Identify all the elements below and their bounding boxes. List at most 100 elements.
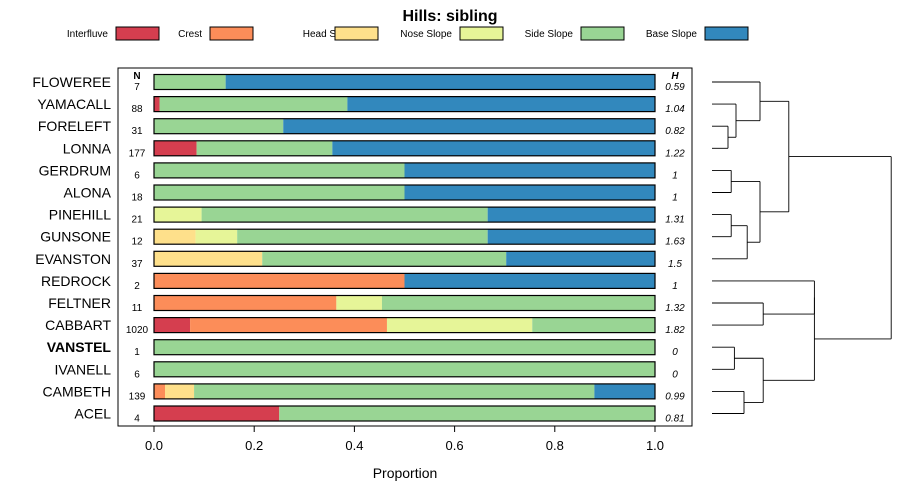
legend-label: Nose Slope — [400, 29, 452, 40]
row-label: FORELEFT — [38, 118, 112, 134]
bar-segment — [165, 383, 195, 399]
row-n-value: 1 — [134, 347, 140, 358]
bar-outline — [153, 73, 656, 91]
legend-swatch — [115, 26, 160, 41]
row-h-value: 1.63 — [665, 237, 685, 248]
bar-row: ALONA 18 1 — [64, 184, 678, 204]
legend-swatch — [704, 26, 749, 41]
legend-label: Base Slope — [646, 29, 698, 40]
bar-outline — [153, 118, 656, 135]
row-n-value: 37 — [131, 259, 143, 270]
row-label: YAMACALL — [37, 96, 111, 112]
bar-segment — [194, 383, 595, 399]
bar-outline — [153, 140, 656, 157]
row-h-value: 0.59 — [665, 82, 685, 93]
row-h-value: 1.31 — [665, 215, 684, 226]
bar-outline — [153, 317, 656, 334]
bar-segment — [347, 96, 655, 112]
h-column-header: H — [671, 71, 679, 82]
bar-segment — [154, 295, 337, 311]
x-axis-label: Proportion — [373, 465, 438, 481]
x-tick-label: 0.4 — [345, 438, 363, 453]
row-n-value: 88 — [131, 104, 143, 115]
row-h-value: 1.04 — [665, 104, 685, 115]
bar-segment — [487, 207, 655, 223]
legend-swatch — [334, 26, 379, 41]
bar-row: VANSTEL 1 0 — [47, 339, 678, 358]
row-h-value: 0.99 — [665, 391, 685, 402]
row-h-value: 1 — [672, 193, 678, 204]
row-h-value: 0 — [672, 369, 678, 380]
row-n-value: 21 — [131, 215, 143, 226]
row-h-value: 1.22 — [665, 148, 685, 159]
row-label: IVANELL — [54, 361, 111, 377]
bar-row: FELTNER 11 1.32 — [48, 294, 685, 314]
bar-segment — [594, 383, 655, 399]
row-n-value: 177 — [129, 148, 146, 159]
bar-outline — [153, 272, 656, 289]
row-n-value: 11 — [132, 303, 143, 314]
row-h-value: 1.5 — [668, 259, 682, 270]
bar-outline — [153, 184, 656, 201]
plot-frame — [117, 67, 693, 427]
x-axis: 0.0 0.2 0.4 0.6 0.8 1.0 — [145, 426, 664, 453]
n-column-header: N — [133, 71, 140, 82]
row-h-value: 1.82 — [665, 325, 685, 336]
bar-row: CABBART 1020 1.82 — [45, 317, 685, 336]
bar-segment — [159, 96, 348, 112]
bar-segment — [154, 162, 405, 178]
dendrogram — [712, 81, 892, 414]
row-h-value: 0.82 — [665, 126, 685, 137]
x-tick-label: 0.8 — [546, 438, 564, 453]
row-label: LONNA — [63, 140, 112, 156]
row-n-value: 31 — [131, 126, 143, 137]
bar-segment — [154, 251, 263, 267]
row-n-value: 4 — [134, 414, 140, 425]
legend: Interfluve Crest Head Slope Nose Slope Side … — [67, 26, 749, 41]
bar-outline — [153, 162, 656, 179]
row-n-value: 139 — [129, 391, 146, 402]
bar-outline — [153, 405, 656, 422]
bar-segment — [237, 229, 488, 245]
bar-outline — [153, 228, 656, 245]
row-label: REDROCK — [41, 273, 112, 289]
legend-swatch — [580, 26, 625, 41]
row-h-value: 0.81 — [665, 414, 684, 425]
row-h-value: 0 — [672, 347, 678, 358]
row-label: PINEHILL — [49, 207, 111, 223]
x-tick-label: 0.2 — [245, 438, 263, 453]
bar-segment — [487, 229, 655, 245]
bar-segment — [283, 118, 655, 134]
bar-segment — [532, 317, 655, 333]
bar-row: IVANELL 6 0 — [54, 361, 678, 380]
row-label: GERDRUM — [39, 162, 111, 178]
row-label: CAMBETH — [43, 383, 111, 399]
legend-swatch — [459, 26, 504, 41]
bar-segment — [201, 207, 488, 223]
bar-row: FLOWEREE 7 0.59 — [32, 73, 685, 93]
x-tick-label: 0.6 — [446, 438, 464, 453]
bar-segment — [154, 406, 280, 421]
chart-title: Hills: sibling — [402, 8, 497, 25]
x-tick-label: 1.0 — [646, 438, 664, 453]
bar-segment — [225, 74, 655, 90]
bar-segment — [154, 140, 197, 156]
bar-segment — [190, 317, 387, 333]
legend-swatch — [209, 26, 254, 41]
row-h-value: 1 — [672, 170, 678, 181]
bar-row: GUNSONE 12 1.63 — [40, 228, 685, 248]
row-n-value: 6 — [134, 369, 140, 380]
bar-segment — [506, 251, 655, 267]
legend-label: Crest — [178, 29, 202, 40]
bar-segment — [154, 118, 284, 134]
bar-segment — [404, 162, 655, 178]
row-label: FELTNER — [48, 295, 111, 311]
bar-segment — [196, 140, 333, 156]
bar-row: FORELEFT 31 0.82 — [38, 118, 685, 137]
row-n-value: 6 — [134, 170, 140, 181]
bar-rows: FLOWEREE 7 0.59 YAMACALL 88 1.04 FORELEFT 31 0.8… — [32, 73, 685, 425]
bar-row: ACEL 4 0.81 — [74, 405, 685, 425]
row-n-value: 1020 — [126, 325, 149, 336]
row-label: FLOWEREE — [32, 74, 111, 90]
